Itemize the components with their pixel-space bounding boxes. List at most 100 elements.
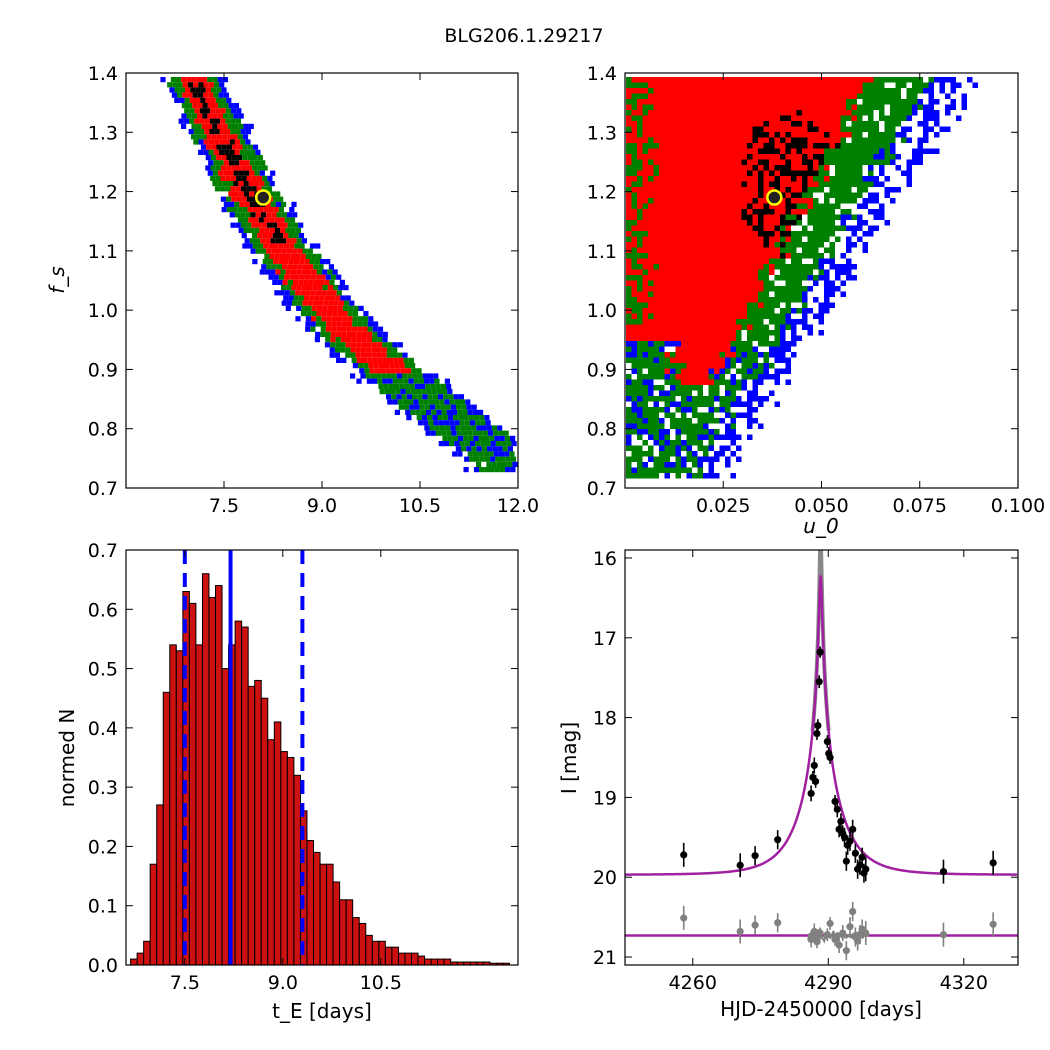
density-cell	[851, 148, 857, 154]
density-cell	[884, 132, 890, 138]
density-cell	[752, 104, 758, 110]
density-cell	[374, 368, 380, 374]
density-cell	[829, 225, 835, 231]
density-cell	[780, 308, 786, 314]
density-cell	[708, 357, 714, 363]
density-cell	[708, 82, 714, 88]
density-cell	[769, 77, 775, 83]
density-cell	[708, 148, 714, 154]
density-cell	[851, 126, 857, 132]
density-cell	[884, 121, 890, 127]
density-cell	[868, 159, 874, 165]
density-cell	[741, 269, 747, 275]
density-cell	[741, 231, 747, 237]
density-cell	[708, 434, 714, 440]
density-cell	[708, 368, 714, 374]
density-cell	[741, 258, 747, 264]
density-cell	[835, 77, 841, 83]
density-cell	[368, 363, 374, 369]
density-cell	[637, 165, 643, 171]
density-cell	[288, 295, 294, 301]
density-cell	[670, 440, 676, 446]
density-cell	[626, 132, 632, 138]
density-cell	[241, 165, 247, 171]
density-cell	[222, 123, 228, 129]
density-cell	[862, 126, 868, 132]
density-cell	[653, 82, 659, 88]
density-cell	[681, 214, 687, 220]
density-cell	[824, 308, 830, 314]
density-cell	[659, 456, 665, 462]
density-cell	[730, 148, 736, 154]
density-cell	[868, 143, 874, 149]
density-cell	[626, 148, 632, 154]
density-cell	[818, 203, 824, 209]
density-cell	[686, 423, 692, 429]
density-cell	[274, 253, 280, 259]
density-cell	[774, 258, 780, 264]
density-cell	[341, 321, 347, 327]
density-cell	[670, 88, 676, 94]
density-cell	[813, 225, 819, 231]
density-cell	[708, 412, 714, 418]
data-point	[849, 825, 857, 833]
density-cell	[386, 352, 392, 358]
density-cell	[692, 121, 698, 127]
density-cell	[697, 236, 703, 242]
density-cell	[719, 374, 725, 380]
density-cell	[895, 115, 901, 121]
density-cell	[802, 264, 808, 270]
density-cell	[714, 137, 720, 143]
density-cell	[392, 352, 398, 358]
y-tick-label: 1.1	[587, 241, 617, 263]
density-cell	[675, 143, 681, 149]
density-cell	[626, 357, 632, 363]
density-cell	[455, 446, 461, 452]
density-cell	[670, 379, 676, 385]
density-cell	[769, 159, 775, 165]
density-cell	[396, 394, 402, 400]
density-cell	[862, 187, 868, 193]
density-cell	[730, 264, 736, 270]
density-cell	[857, 121, 863, 127]
density-cell	[763, 93, 769, 99]
density-cell	[631, 396, 637, 402]
density-cell	[433, 373, 439, 379]
density-cell	[626, 396, 632, 402]
density-cell	[708, 341, 714, 347]
density-cell	[752, 258, 758, 264]
density-cell	[284, 217, 290, 223]
density-cell	[697, 258, 703, 264]
density-cell	[719, 335, 725, 341]
density-cell	[681, 236, 687, 242]
density-cell	[637, 379, 643, 385]
density-cell	[246, 186, 252, 192]
density-cell	[780, 346, 786, 352]
density-cell	[290, 269, 297, 275]
density-cell	[692, 220, 698, 226]
density-cell	[692, 253, 698, 259]
density-cell	[376, 352, 382, 358]
density-cell	[664, 280, 670, 286]
density-cell	[818, 110, 824, 116]
density-cell	[862, 247, 868, 253]
density-cell	[807, 324, 813, 330]
density-cell	[884, 148, 890, 154]
density-cell	[348, 305, 354, 311]
density-cell	[862, 137, 868, 143]
density-cell	[692, 110, 698, 116]
density-cell	[725, 280, 731, 286]
density-cell	[398, 357, 404, 363]
density-cell	[950, 82, 956, 88]
density-cell	[681, 341, 687, 347]
density-cell	[637, 357, 643, 363]
density-cell	[780, 93, 786, 99]
density-cell	[642, 269, 648, 275]
density-cell	[730, 93, 736, 99]
density-cell	[741, 181, 747, 187]
density-cell	[642, 99, 648, 105]
density-cell	[493, 430, 499, 436]
density-cell	[928, 115, 934, 121]
density-cell	[840, 77, 846, 83]
density-cell	[659, 407, 665, 413]
